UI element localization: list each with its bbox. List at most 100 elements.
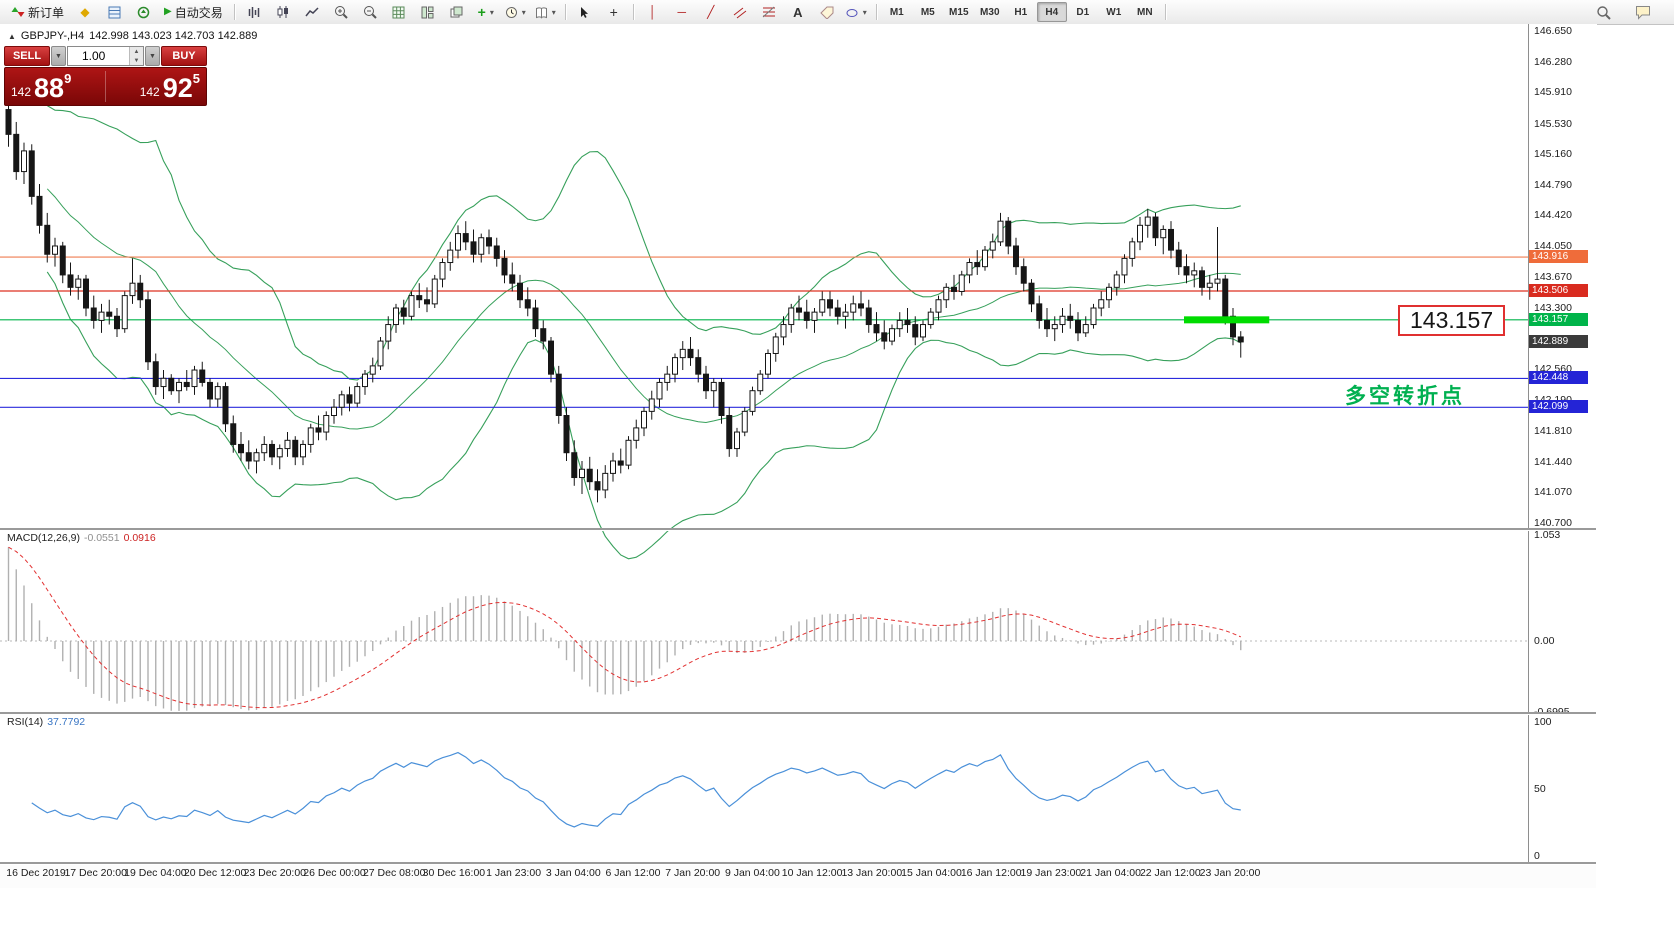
line-chart-icon <box>305 7 319 17</box>
trade-widget-prices: 142 88 9 142 92 5 <box>4 67 207 106</box>
rsi-axis-label: 50 <box>1534 783 1546 795</box>
collapse-triangle-icon[interactable]: ▲ <box>8 31 16 41</box>
candlestick-chart-icon <box>277 6 288 18</box>
macd-main-value: -0.0551 <box>83 532 120 544</box>
fibonacci-tool-button[interactable] <box>755 1 783 23</box>
search-button[interactable] <box>1589 1 1617 23</box>
tile-windows-icon <box>421 6 434 18</box>
zoom-out-icon <box>363 6 377 19</box>
crosshair-icon: + <box>609 4 618 20</box>
templates-button[interactable]: ▾ <box>531 1 560 23</box>
sell-dropdown-button[interactable]: ▼ <box>51 46 66 66</box>
buy-dropdown-button[interactable]: ▼ <box>145 46 160 66</box>
timeframe-button-h4[interactable]: H4 <box>1036 2 1067 22</box>
vertical-line-tool-button[interactable]: │ <box>639 1 667 23</box>
chat-button[interactable] <box>1629 1 1657 23</box>
navigator-button[interactable] <box>129 1 157 23</box>
volume-input[interactable] <box>68 47 129 65</box>
timeframe-button-m15[interactable]: M15 <box>949 6 969 18</box>
text-icon: A <box>793 4 803 20</box>
cursor-button[interactable] <box>571 1 599 23</box>
chart-grid-icon <box>392 6 405 18</box>
crosshair-button[interactable]: + <box>600 1 628 23</box>
symbol-info: ▲ GBPJPY-,H4 142.998 143.023 142.703 142… <box>8 30 257 42</box>
price-axis[interactable]: 146.650 146.280 145.910 145.530 145.160 144.7… <box>1528 24 1597 862</box>
price-axis-label: 145.530 <box>1534 117 1572 130</box>
toolbar-separator <box>233 4 235 20</box>
chevron-down-icon: ▾ <box>521 7 526 17</box>
time-axis-label: 23 Jan 20:00 <box>1199 867 1261 879</box>
time-axis-label: 10 Jan 12:00 <box>781 867 843 879</box>
label-tool-button[interactable] <box>813 1 841 23</box>
line-chart-button[interactable] <box>298 1 326 23</box>
rsi-axis-label: 0 <box>1534 850 1540 862</box>
time-axis-label: 21 Jan 04:00 <box>1080 867 1141 879</box>
time-axis-label: 30 Dec 16:00 <box>422 867 486 879</box>
new-order-button[interactable]: 新订单 <box>5 1 70 23</box>
tile-windows-button[interactable] <box>414 1 442 23</box>
price-axis-label: 141.810 <box>1534 425 1572 438</box>
bar-chart-button[interactable] <box>240 1 268 23</box>
price-tag: 142.889 <box>1529 334 1588 348</box>
bid-big-digits: 88 <box>34 73 65 103</box>
horizontal-line-icon: ─ <box>677 5 687 19</box>
time-axis-label: 22 Jan 12:00 <box>1139 867 1201 879</box>
pane-separator-rsi[interactable] <box>0 712 1596 715</box>
horizontal-line-tool-button[interactable]: ─ <box>668 1 696 23</box>
auto-trading-icon: ▶ <box>164 6 172 17</box>
zoom-in-icon <box>334 6 348 19</box>
auto-trading-label: 自动交易 <box>174 5 223 20</box>
candlestick-chart-button[interactable] <box>269 1 297 23</box>
timeframe-button-m5[interactable]: M5 <box>920 6 935 18</box>
timeframe-button-m30[interactable]: M30 <box>980 6 1000 18</box>
volume-stepper: ▲ ▼ <box>129 47 143 65</box>
timeframe-button-mn[interactable]: MN <box>1137 6 1153 18</box>
sell-button[interactable]: SELL <box>4 46 50 66</box>
time-axis-label: 23 Dec 20:00 <box>243 867 307 879</box>
zoom-in-button[interactable] <box>327 1 355 23</box>
periods-button[interactable]: ▾ <box>501 1 530 23</box>
label-tag-icon <box>820 6 834 19</box>
trendline-tool-button[interactable]: ╱ <box>697 1 725 23</box>
ask-big-digits: 92 <box>162 73 193 103</box>
volume-control: ▲ ▼ <box>67 46 144 66</box>
time-axis[interactable]: 16 Dec 2019 17 Dec 20:00 19 Dec 04:00 20 De… <box>0 862 1596 888</box>
price-tag: 142.448 <box>1529 371 1588 385</box>
volume-down-button[interactable]: ▼ <box>130 56 143 65</box>
price-axis-label: 145.160 <box>1534 148 1572 161</box>
chart-grid-button[interactable] <box>385 1 413 23</box>
buy-button[interactable]: BUY <box>161 46 207 66</box>
timeframe-button-d1[interactable]: D1 <box>1076 6 1090 18</box>
cascade-windows-button[interactable] <box>443 1 471 23</box>
time-axis-label: 15 Jan 04:00 <box>901 867 962 879</box>
indicators-plus-icon: + <box>477 4 486 20</box>
channel-tool-button[interactable] <box>726 1 754 23</box>
zoom-out-button[interactable] <box>356 1 384 23</box>
text-tool-button[interactable]: A <box>784 1 812 23</box>
price-axis-label: 146.650 <box>1534 25 1572 37</box>
cursor-icon <box>581 6 589 18</box>
timeframe-button-h1[interactable]: H1 <box>1014 6 1028 18</box>
auto-trading-button[interactable]: ▶ 自动交易 <box>158 1 229 23</box>
ask-price[interactable]: 142 92 5 <box>106 68 206 105</box>
shapes-tool-button[interactable]: ▾ <box>842 1 871 23</box>
price-level-label[interactable]: 143.157 <box>1398 305 1506 336</box>
macd-axis-label: 1.053 <box>1534 528 1561 541</box>
chart-canvas[interactable] <box>0 24 1528 862</box>
timeframe-button-m1[interactable]: M1 <box>889 6 904 18</box>
time-axis-label: 16 Dec 2019 <box>6 867 66 879</box>
indicators-button[interactable]: + ▾ <box>472 1 500 23</box>
pane-separator-macd[interactable] <box>0 528 1596 531</box>
bid-price[interactable]: 142 88 9 <box>5 68 105 105</box>
timeframe-button-w1[interactable]: W1 <box>1106 6 1122 18</box>
data-window-button[interactable] <box>100 1 128 23</box>
toolbar-separator <box>632 4 634 20</box>
rsi-label: RSI(14) 37.7792 <box>7 716 85 728</box>
market-watch-button[interactable]: ◆ <box>71 1 99 23</box>
market-watch-icon: ◆ <box>80 5 90 19</box>
volume-up-button[interactable]: ▲ <box>130 47 143 56</box>
time-axis-label: 3 Jan 04:00 <box>545 867 601 879</box>
toolbar-right-group <box>1589 1 1657 23</box>
turning-point-text[interactable]: 多空转折点 <box>1345 385 1465 408</box>
